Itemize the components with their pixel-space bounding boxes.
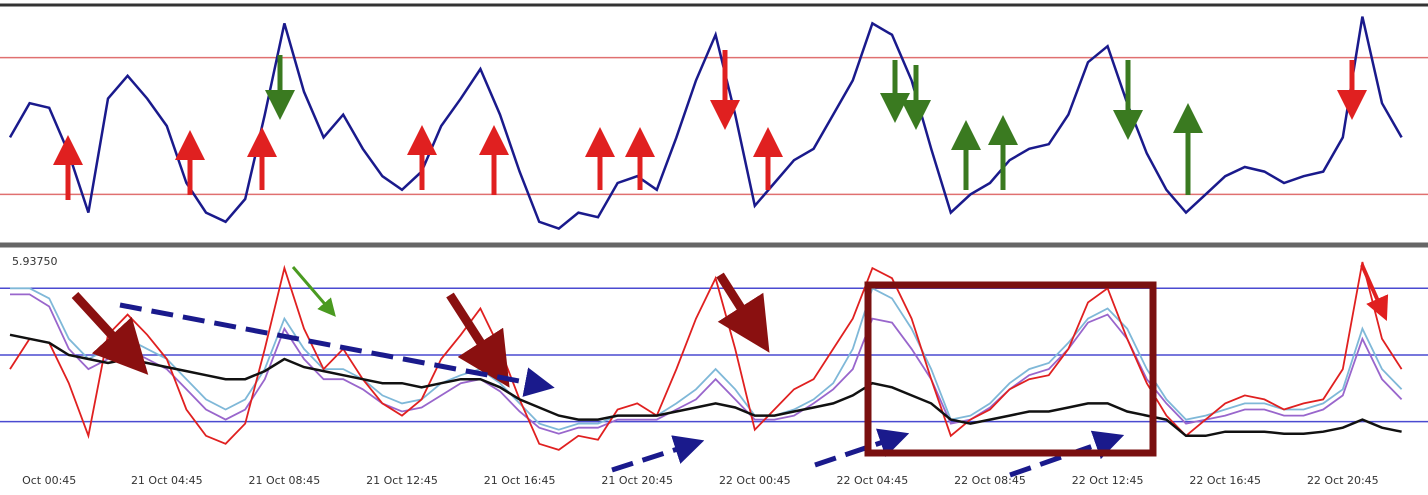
series-line [10,287,1403,431]
x-tick-label: 22 Oct 04:45 [837,474,909,487]
arrow [446,292,510,388]
x-tick-label: 22 Oct 12:45 [1072,474,1144,487]
arrow [1360,264,1389,321]
arrow [71,291,149,375]
x-tick-label: 21 Oct 04:45 [131,474,203,487]
x-tick-label: Oct 00:45 [22,474,76,487]
trend-arrow [119,302,555,397]
series-line [9,261,1403,451]
x-tick-label: 21 Oct 12:45 [366,474,438,487]
series-line [9,333,1402,438]
arrow [716,272,770,353]
series-line [10,293,1403,435]
series-line [8,16,1403,231]
highlight-box [864,281,1157,457]
x-tick-label: 22 Oct 20:45 [1307,474,1379,487]
x-tick-label: 22 Oct 08:45 [954,474,1026,487]
x-tick-label: 21 Oct 16:45 [484,474,556,487]
x-tick-label: 21 Oct 20:45 [601,474,673,487]
x-tick-label: 22 Oct 16:45 [1189,474,1261,487]
trend-arrow [814,428,910,468]
x-tick-label: 21 Oct 08:45 [249,474,321,487]
signal-arrows [53,50,1389,478]
axis-label: 5.93750 [12,255,58,268]
arrow [291,266,336,317]
plots: Oct 00:45 21 Oct 04:45 21 Oct 08:45 21 Oct … [0,16,1428,487]
x-tick-label: 22 Oct 00:45 [719,474,791,487]
trend-arrow [611,435,705,473]
trend-arrow [1009,430,1125,478]
